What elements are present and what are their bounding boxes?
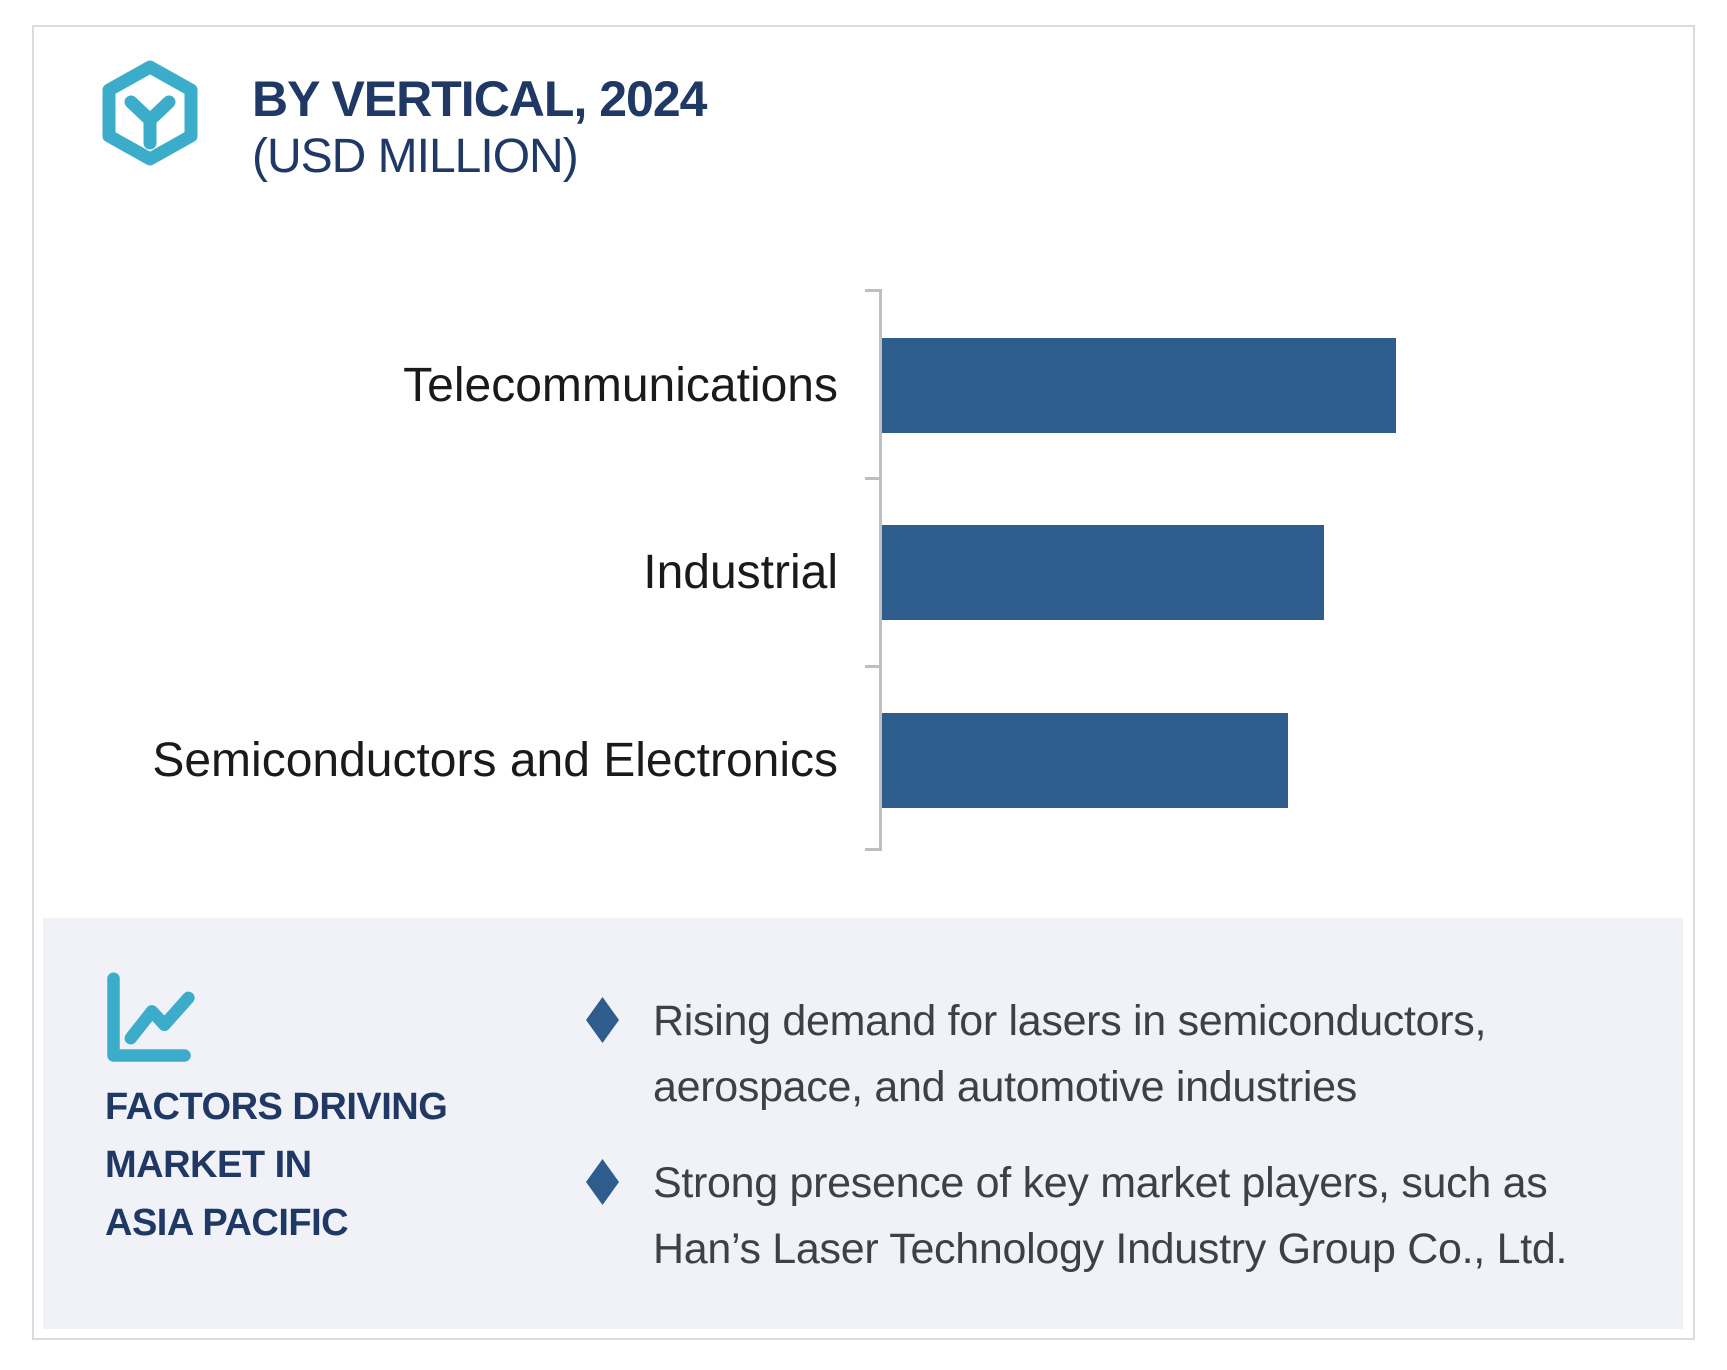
line-chart-icon: [107, 972, 195, 1062]
factor-bullet-line: Strong presence of key market players, s…: [653, 1159, 1548, 1207]
factors-panel: [43, 918, 1683, 1329]
chart-title: BY VERTICAL, 2024: [252, 71, 707, 127]
bar-semiconductors-electronics: [882, 713, 1289, 808]
factor-bullet-line: Han’s Laser Technology Industry Group Co…: [653, 1225, 1568, 1273]
factors-title-line: FACTORS DRIVING: [105, 1086, 448, 1128]
y-axis-line: [879, 290, 882, 851]
factor-bullet-line: Rising demand for lasers in semiconducto…: [653, 997, 1487, 1045]
factor-bullet-text: Strong presence of key market players, s…: [653, 1150, 1653, 1282]
chart-title-block: BY VERTICAL, 2024 (USD MILLION): [252, 70, 707, 186]
bar-telecommunications: [882, 338, 1396, 433]
factors-title: FACTORS DRIVING MARKET IN ASIA PACIFIC: [105, 1078, 448, 1252]
axis-tick: [865, 848, 882, 851]
factors-title-line: ASIA PACIFIC: [105, 1202, 349, 1244]
axis-tick: [865, 477, 882, 480]
category-label: Industrial: [643, 546, 838, 599]
chart-subtitle: (USD MILLION): [252, 130, 579, 183]
factor-bullet-line: aerospace, and automotive industries: [653, 1063, 1357, 1111]
factors-title-line: MARKET IN: [105, 1144, 312, 1186]
category-label: Telecommunications: [403, 359, 838, 412]
hexagon-y-icon: [102, 60, 198, 166]
category-label: Semiconductors and Electronics: [152, 734, 838, 787]
axis-tick: [865, 289, 882, 292]
axis-tick: [865, 665, 882, 668]
factor-bullet-text: Rising demand for lasers in semiconducto…: [653, 988, 1653, 1120]
bar-industrial: [882, 525, 1325, 620]
